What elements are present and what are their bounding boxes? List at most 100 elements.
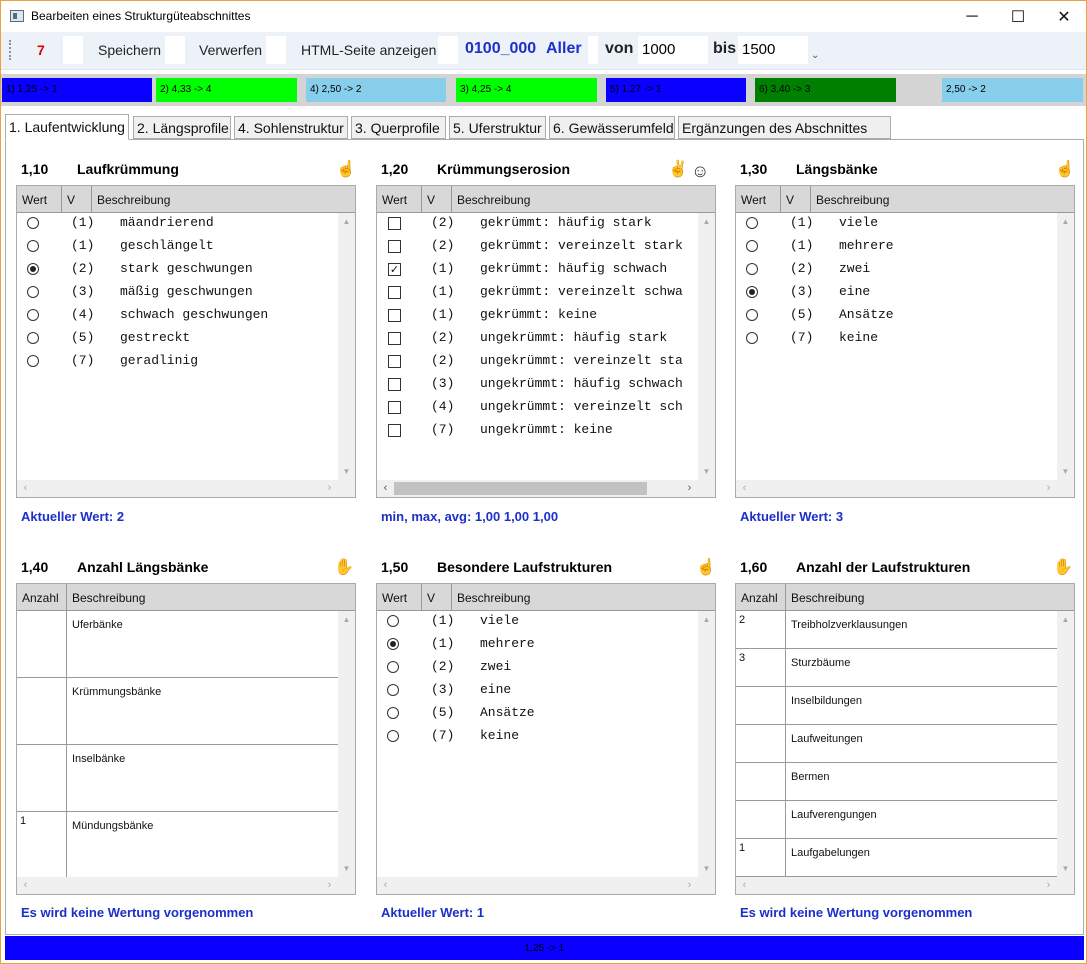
vertical-scrollbar[interactable]: ▲ ▼ (698, 213, 715, 480)
list-item[interactable]: (2) zwei (736, 259, 1057, 282)
vertical-scrollbar[interactable]: ▲ ▼ (338, 213, 355, 480)
option-radio[interactable] (387, 684, 399, 696)
vertical-scrollbar[interactable]: ▲ ▼ (1057, 611, 1074, 877)
list-item[interactable]: (7) keine (377, 726, 698, 749)
rating-chip[interactable]: 1) 1,25 -> 1 (2, 78, 152, 102)
list-item[interactable]: (2) ungekrümmt: vereinzelt sta (377, 351, 698, 374)
scroll-right-icon[interactable]: › (327, 482, 332, 494)
option-radio[interactable] (387, 615, 399, 627)
scroll-down-icon[interactable]: ▼ (342, 467, 351, 476)
scroll-up-icon[interactable]: ▲ (1061, 217, 1070, 226)
scroll-left-icon[interactable]: ‹ (23, 879, 28, 891)
count-cell[interactable] (17, 611, 67, 677)
list-item[interactable]: (3) ungekrümmt: häufig schwach (377, 374, 698, 397)
option-radio[interactable] (27, 332, 39, 344)
option-checkbox[interactable] (388, 217, 401, 230)
column-header-anzahl[interactable]: Anzahl (17, 584, 67, 611)
option-radio[interactable] (27, 240, 39, 252)
option-checkbox[interactable] (388, 401, 401, 414)
tab-uferstruktur[interactable]: 5. Uferstruktur (449, 116, 546, 139)
list-item[interactable]: (5) Ansätze (377, 703, 698, 726)
toolbar-grip[interactable] (9, 40, 11, 60)
list-item[interactable]: (1) gekrümmt: vereinzelt schwa (377, 282, 698, 305)
list-item[interactable]: (2) ungekrümmt: häufig stark (377, 328, 698, 351)
tab-sohlenstruktur[interactable]: 4. Sohlenstruktur (234, 116, 348, 139)
option-radio[interactable] (746, 217, 758, 229)
option-checkbox[interactable] (388, 309, 401, 322)
scroll-down-icon[interactable]: ▼ (1061, 467, 1070, 476)
option-radio[interactable] (27, 263, 39, 275)
tab-querprofile[interactable]: 3. Querprofile (351, 116, 446, 139)
count-cell[interactable] (17, 745, 67, 811)
count-cell[interactable]: 3 (736, 649, 786, 686)
count-cell[interactable] (736, 801, 786, 838)
horizontal-scrollbar[interactable]: ‹ › (377, 480, 715, 497)
scroll-left-icon[interactable]: ‹ (383, 879, 388, 891)
tab-laufentwicklung[interactable]: 1. Laufentwicklung (5, 114, 129, 140)
scroll-right-icon[interactable]: › (327, 879, 332, 891)
option-radio[interactable] (387, 638, 399, 650)
scroll-left-icon[interactable]: ‹ (742, 482, 747, 494)
list-item[interactable]: (7) keine (736, 328, 1057, 351)
pointing-hand-icon[interactable]: ☝ (1055, 161, 1075, 178)
option-checkbox[interactable]: ✓ (388, 263, 401, 276)
scroll-left-icon[interactable]: ‹ (383, 482, 388, 494)
horizontal-scrollbar[interactable]: ‹ › (736, 480, 1074, 497)
column-header-v[interactable]: V (62, 186, 92, 213)
discard-button[interactable]: Verwerfen (199, 42, 263, 58)
horizontal-scrollbar[interactable]: ‹ › (736, 877, 1074, 894)
vertical-scrollbar[interactable]: ▲ ▼ (698, 611, 715, 877)
scroll-down-icon[interactable]: ▼ (342, 864, 351, 873)
column-header-beschreibung[interactable]: Beschreibung (457, 591, 531, 605)
option-checkbox[interactable] (388, 286, 401, 299)
list-item[interactable]: (7) geradlinig (17, 351, 338, 374)
to-input[interactable]: 1500 (738, 36, 808, 64)
option-checkbox[interactable] (388, 355, 401, 368)
pointing-hand-icon[interactable]: ☝ (336, 161, 356, 178)
option-radio[interactable] (746, 332, 758, 344)
scroll-right-icon[interactable]: › (1046, 879, 1051, 891)
list-item[interactable]: (1) mehrere (736, 236, 1057, 259)
list-item[interactable]: (1) mäandrierend (17, 213, 338, 236)
list-item[interactable]: (3) eine (736, 282, 1057, 305)
scroll-up-icon[interactable]: ▲ (702, 217, 711, 226)
column-header-v[interactable]: V (422, 584, 452, 611)
rating-chip[interactable]: 4) 2,50 -> 2 (306, 78, 446, 102)
option-radio[interactable] (387, 730, 399, 742)
list-item[interactable]: (1) geschlängelt (17, 236, 338, 259)
show-html-button[interactable]: HTML-Seite anzeigen (301, 42, 437, 58)
scroll-left-icon[interactable]: ‹ (742, 879, 747, 891)
count-cell[interactable] (17, 678, 67, 744)
column-header-wert[interactable]: Wert (17, 186, 62, 213)
list-item[interactable]: ✓ (1) gekrümmt: häufig schwach (377, 259, 698, 282)
list-item[interactable]: (2) gekrümmt: vereinzelt stark (377, 236, 698, 259)
list-item[interactable]: (1) viele (377, 611, 698, 634)
toolbar-overflow-icon[interactable]: ⌄ (811, 50, 820, 61)
option-radio[interactable] (746, 309, 758, 321)
count-cell[interactable]: 1 (736, 839, 786, 876)
list-item[interactable]: (5) Ansätze (736, 305, 1057, 328)
vertical-scrollbar[interactable]: ▲ ▼ (338, 611, 355, 877)
list-item[interactable]: (2) stark geschwungen (17, 259, 338, 282)
from-input[interactable]: 1000 (638, 36, 708, 64)
list-item[interactable]: (2) zwei (377, 657, 698, 680)
count-cell[interactable] (736, 725, 786, 762)
horizontal-scrollbar[interactable]: ‹ › (17, 480, 355, 497)
list-item[interactable]: (1) viele (736, 213, 1057, 236)
scroll-down-icon[interactable]: ▼ (1061, 864, 1070, 873)
option-checkbox[interactable] (388, 378, 401, 391)
rating-chip[interactable]: 5) 1,27 -> 1 (606, 78, 746, 102)
column-header-beschreibung[interactable]: Beschreibung (97, 193, 171, 207)
column-header-beschreibung[interactable]: Beschreibung (72, 591, 146, 605)
pointing-hand-icon[interactable]: ☝ (696, 559, 716, 576)
option-radio[interactable] (387, 707, 399, 719)
column-header-wert[interactable]: Wert (736, 186, 781, 213)
tab-ergaenzungen[interactable]: Ergänzungen des Abschnittes (678, 116, 891, 139)
column-header-wert[interactable]: Wert (377, 584, 422, 611)
option-radio[interactable] (746, 263, 758, 275)
list-item[interactable]: (4) schwach geschwungen (17, 305, 338, 328)
scroll-right-icon[interactable]: › (1046, 482, 1051, 494)
scroll-up-icon[interactable]: ▲ (342, 615, 351, 624)
scrollbar-thumb[interactable] (394, 482, 647, 495)
count-cell[interactable] (736, 763, 786, 800)
